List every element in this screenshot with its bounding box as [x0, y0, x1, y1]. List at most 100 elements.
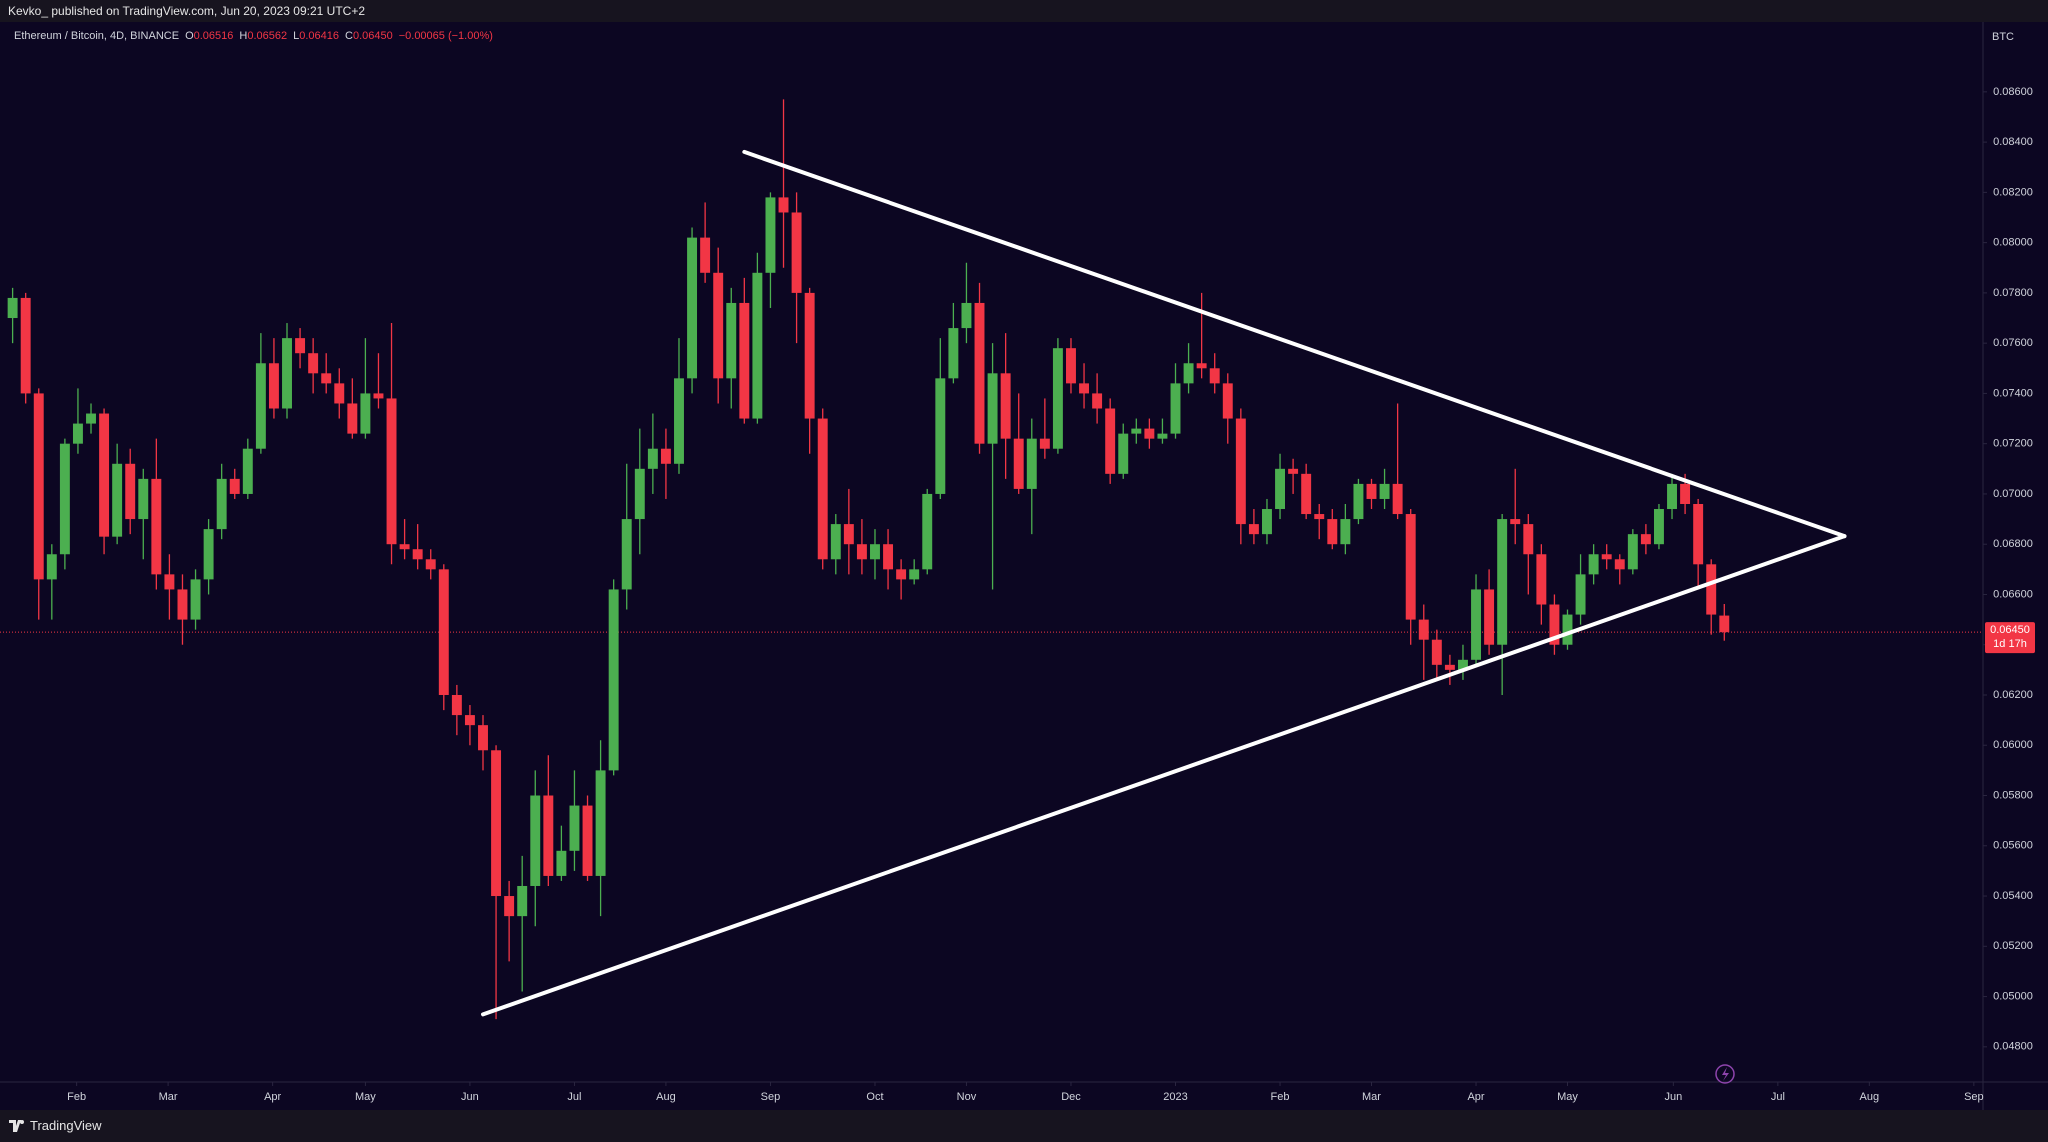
candle-body — [1183, 363, 1194, 384]
y-tick-label: 0.07800 — [1993, 287, 2033, 299]
candle-body — [1640, 534, 1651, 545]
candle-body — [595, 770, 606, 876]
candle-body — [216, 478, 227, 530]
candle-body — [1706, 564, 1717, 615]
x-tick-label: May — [355, 1091, 376, 1103]
y-tick-label: 0.07000 — [1993, 488, 2033, 500]
candle-body — [1131, 428, 1142, 434]
candle-body — [1079, 383, 1090, 394]
candle-body — [321, 373, 332, 384]
y-tick-label: 0.07400 — [1993, 387, 2033, 399]
candle-body — [1092, 393, 1103, 409]
candle-body — [791, 212, 802, 293]
x-tick-label: Aug — [656, 1091, 676, 1103]
legend-key: O — [185, 30, 194, 42]
candle-body — [334, 383, 345, 404]
candle-body — [660, 448, 671, 464]
candle-body — [1105, 408, 1116, 474]
candle-body — [1209, 368, 1220, 384]
candle-body — [530, 795, 541, 886]
candle-body — [268, 363, 279, 409]
candle-body — [504, 896, 515, 917]
x-tick-label: Sep — [1964, 1091, 1984, 1103]
candle-body — [255, 363, 266, 449]
y-tick-label: 0.05800 — [1993, 789, 2033, 801]
trendline — [742, 149, 1847, 539]
legend-value: 0.06450 — [352, 30, 393, 42]
legend-change: −0.00065 (−1.00%) — [398, 30, 493, 42]
candle-body — [177, 589, 188, 620]
countdown-label: 1d 17h — [1993, 638, 2027, 650]
candle-body — [608, 589, 619, 771]
candle-body — [1497, 519, 1508, 645]
candle-body — [347, 403, 358, 434]
y-tick-label: 0.07200 — [1993, 438, 2033, 450]
candle-body — [412, 549, 423, 560]
candle-body — [112, 463, 123, 537]
candle-body — [1653, 509, 1664, 545]
candle-body — [1562, 614, 1573, 645]
y-tick-label: 0.05600 — [1993, 840, 2033, 852]
candle-body — [948, 328, 959, 379]
candle-body — [713, 272, 724, 379]
x-tick-label: Jul — [567, 1091, 581, 1103]
y-tick-label: 0.07600 — [1993, 337, 2033, 349]
candle-body — [752, 272, 763, 419]
candle-body — [621, 519, 632, 590]
candle-body — [59, 443, 70, 555]
x-tick-label: Jun — [461, 1091, 479, 1103]
x-tick-label: Mar — [1362, 1091, 1381, 1103]
candle-body — [1693, 503, 1704, 565]
candle-body — [1196, 363, 1207, 369]
candle-body — [1170, 383, 1181, 434]
candle-body — [425, 559, 436, 570]
candle-body — [856, 544, 867, 560]
candle-body — [1248, 524, 1259, 535]
y-tick-label: 0.08200 — [1993, 186, 2033, 198]
candle-body — [308, 353, 319, 374]
legend-value: 0.06416 — [299, 30, 339, 42]
candle-body — [138, 478, 149, 520]
y-tick-label: 0.06200 — [1993, 689, 2033, 701]
y-tick-label: 0.04800 — [1993, 1041, 2033, 1053]
candle-body — [935, 378, 946, 494]
x-tick-label: Feb — [1271, 1091, 1290, 1103]
candle-body — [1614, 559, 1625, 570]
candle-body — [1039, 438, 1050, 449]
y-tick-label: 0.06000 — [1993, 739, 2033, 751]
candle-body — [1484, 589, 1495, 645]
symbol-legend: Ethereum / Bitcoin, 4D, BINANCE O0.06516 H… — [14, 30, 493, 42]
candle-body — [922, 493, 933, 570]
candle-body — [870, 544, 880, 560]
candle-body — [451, 694, 462, 716]
x-tick-label: Feb — [67, 1091, 86, 1103]
candle-body — [1353, 483, 1364, 520]
candle-body — [229, 478, 240, 494]
candle-body — [569, 805, 580, 851]
candle-body — [1588, 554, 1599, 575]
y-tick-label: 0.06800 — [1993, 538, 2033, 550]
x-tick-label: Oct — [866, 1091, 883, 1103]
chart: BTC 0.04800 0.05000 0.05200 0.05400 0.05600 0… — [0, 22, 2048, 1110]
x-tick-label: Nov — [957, 1091, 977, 1103]
candle-body — [634, 468, 645, 520]
legend-key: C — [345, 30, 353, 42]
candle-body — [464, 715, 475, 726]
candle-body — [1680, 483, 1691, 504]
y-tick-label: 0.05000 — [1993, 990, 2033, 1002]
candle-body — [987, 373, 998, 444]
candle-body — [1157, 433, 1168, 439]
last-price-label: 0.06450 — [1990, 624, 2030, 636]
brand-name: TradingView — [30, 1118, 102, 1133]
y-tick-label: 0.08400 — [1993, 136, 2033, 148]
candle-body — [765, 197, 776, 273]
candle-body — [700, 237, 711, 273]
y-tick-label: 0.06600 — [1993, 588, 2033, 600]
candle-body — [399, 544, 410, 550]
brand-logo — [9, 1120, 24, 1132]
candle-body — [1379, 483, 1390, 499]
candle-body — [1457, 659, 1468, 670]
symbol-title: Ethereum / Bitcoin, 4D, BINANCE — [14, 30, 180, 42]
x-tick-label: Aug — [1860, 1091, 1880, 1103]
